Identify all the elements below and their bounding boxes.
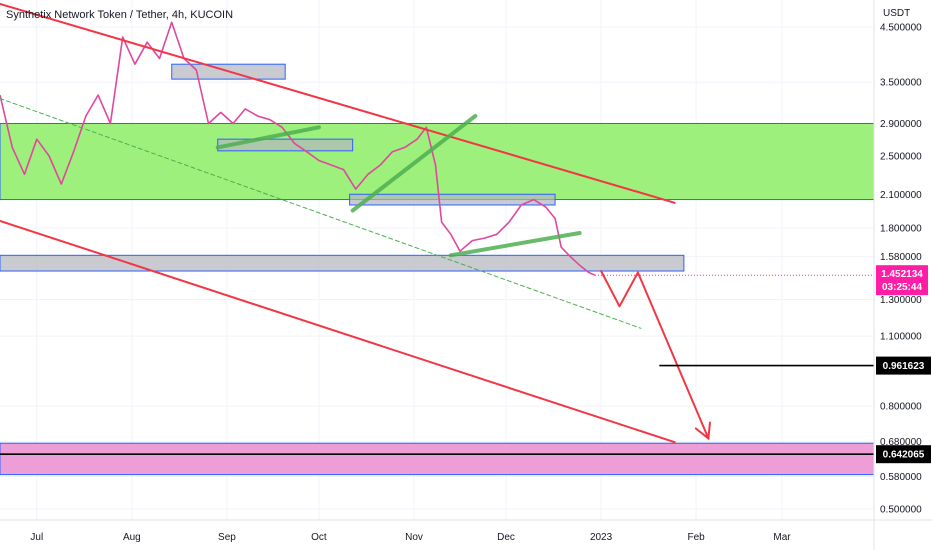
trendline — [350, 114, 478, 213]
y-tick-label: 0.800000 — [880, 401, 922, 412]
x-tick-label: Feb — [688, 532, 706, 543]
currency-label: USDT — [883, 8, 910, 19]
level-tag — [876, 356, 931, 375]
x-tick-label: Mar — [773, 532, 791, 543]
range-box — [0, 254, 685, 272]
trendline — [448, 231, 582, 258]
y-tick-label: 4.500000 — [880, 23, 922, 34]
chart-title: Synthetix Network Token / Tether, 4h, KU… — [6, 9, 233, 21]
x-tick-label: Sep — [218, 532, 236, 543]
level-tag-label: 0.961623 — [883, 361, 925, 372]
boxes — [0, 63, 685, 272]
price-tags: 0.961623 0.642065 1.452134 03:25:44 — [876, 265, 931, 464]
green-zone — [0, 122, 875, 201]
y-tick-label: 1.300000 — [880, 295, 922, 306]
trendline — [215, 125, 321, 150]
x-tick-label: Dec — [497, 532, 515, 543]
x-tick-label: Jul — [30, 532, 43, 543]
range-box — [349, 193, 556, 206]
level-tag — [876, 445, 931, 464]
projection-arrowhead — [694, 421, 711, 441]
y-tick-label: 1.580000 — [880, 252, 922, 263]
last-price-label: 1.452134 — [881, 269, 923, 280]
x-tick-label: Aug — [123, 532, 141, 543]
y-tick-label: 3.500000 — [880, 78, 922, 89]
y-tick-label: 2.500000 — [880, 152, 922, 163]
trendline — [0, 3, 676, 204]
trendlines — [0, 3, 874, 455]
x-tick-label: Nov — [405, 532, 423, 543]
y-tick-label: 0.500000 — [880, 505, 922, 516]
price-series — [0, 21, 596, 276]
range-box — [217, 138, 354, 152]
last-price-tag — [876, 265, 928, 296]
level-tag-label: 0.642065 — [883, 450, 925, 461]
y-tick-label: 0.680000 — [880, 437, 922, 448]
zones — [0, 122, 875, 476]
countdown-label: 03:25:44 — [882, 282, 922, 293]
x-tick-label: Oct — [311, 532, 327, 543]
y-tick-label: 0.580000 — [880, 472, 922, 483]
axes: 4.500000 3.500000 2.900000 2.500000 2.100000… — [30, 23, 922, 543]
trendline — [0, 98, 642, 329]
y-tick-label: 1.100000 — [880, 332, 922, 343]
trendline — [0, 219, 676, 444]
pink-zone — [0, 442, 875, 476]
trendline — [600, 270, 710, 440]
y-tick-label: 1.800000 — [880, 224, 922, 235]
x-tick-label: 2023 — [590, 532, 613, 543]
price-line — [0, 21, 596, 276]
y-tick-label: 2.900000 — [880, 119, 922, 130]
y-tick-label: 2.100000 — [880, 190, 922, 201]
